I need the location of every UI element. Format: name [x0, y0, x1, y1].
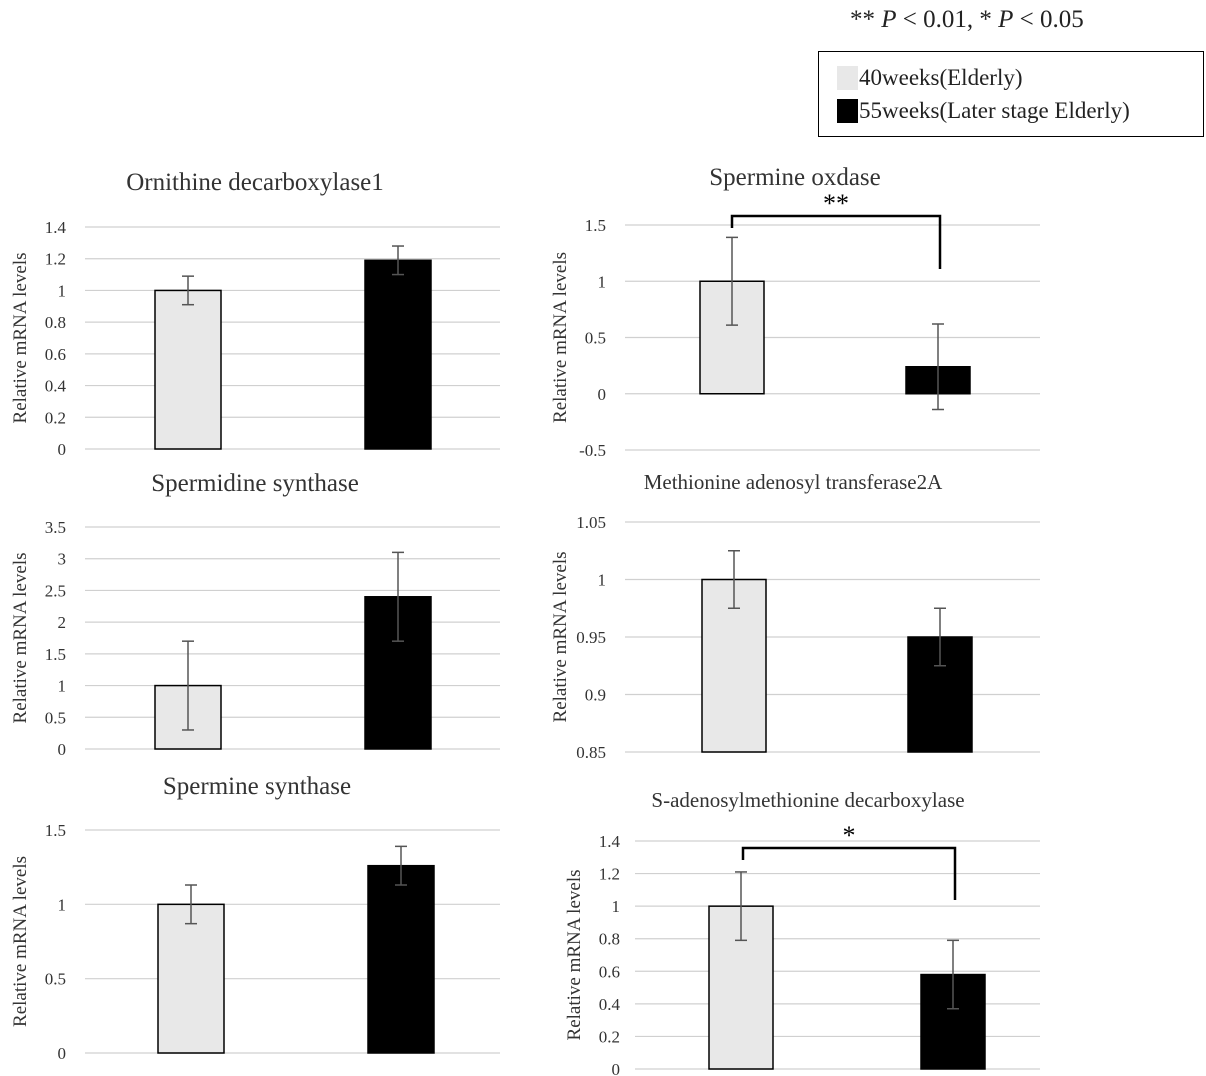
y-tick-label: 0.6 — [599, 962, 620, 981]
chart-title: Spermine synthase — [163, 773, 351, 800]
y-tick-label: 0.5 — [45, 970, 66, 989]
y-tick-label: 0.6 — [45, 345, 66, 364]
chart-title: Methionine adenosyl transferase2A — [644, 470, 943, 494]
legend-swatch-dark — [837, 99, 858, 123]
sig-threshold-05: < 0.05 — [1019, 6, 1084, 33]
y-tick-label: 0.9 — [585, 686, 606, 705]
y-axis-label: Relative mRNA levels — [10, 856, 31, 1027]
y-tick-label: 0 — [58, 1044, 67, 1063]
y-tick-label: 1.2 — [45, 250, 66, 269]
y-tick-label: 0.2 — [45, 408, 66, 427]
chart-spermine-synthase: Spermine synthase Relative mRNA levels 0 0.… — [0, 768, 540, 1068]
y-tick-label: 1 — [612, 897, 621, 916]
y-tick-label: 2 — [58, 613, 67, 632]
chart-s-adenosylmethionine-decarboxylase: S-adenosylmethionine decarboxylase Relati… — [540, 780, 1060, 1076]
y-tick-label: 1.5 — [45, 821, 66, 840]
legend-label-55weeks: 55weeks(Later stage Elderly) — [859, 98, 1130, 123]
legend-item-40weeks: 40weeks(Elderly) — [837, 65, 1023, 91]
sig-threshold-01: < 0.01, — [902, 6, 974, 33]
y-tick-label: 1 — [598, 272, 607, 291]
y-tick-label: 0.5 — [45, 708, 66, 727]
y-axis-label: Relative mRNA levels — [10, 253, 31, 424]
y-tick-label: 0 — [612, 1060, 621, 1076]
chart-title: Ornithine decarboxylase1 — [126, 169, 384, 196]
legend-item-55weeks: 55weeks(Later stage Elderly) — [837, 98, 1130, 124]
sig-stars-2: ** — [850, 6, 875, 33]
chart-methionine-adenosyl-transferase2a: Methionine adenosyl transferase2A Relativ… — [540, 465, 1060, 765]
y-tick-label: 1.05 — [576, 513, 606, 532]
y-tick-label: 0.95 — [576, 628, 606, 647]
legend-swatch-light — [837, 66, 858, 90]
y-tick-label: 0.8 — [599, 930, 620, 949]
y-tick-label: 1 — [598, 571, 607, 590]
chart-spermine-oxdase: Spermine oxdase Relative mRNA levels -0.5 0… — [540, 155, 1060, 465]
y-tick-label: 0.5 — [585, 329, 606, 348]
chart-title: Spermine oxdase — [709, 164, 880, 191]
y-tick-label: 0.4 — [599, 995, 621, 1014]
y-tick-label: 0 — [58, 440, 67, 459]
bar-55weeks — [367, 864, 435, 1054]
sig-stars-1: * — [979, 6, 992, 33]
chart-title: Spermidine synthase — [151, 470, 359, 497]
significance-stars: * — [843, 821, 856, 850]
sig-p-label-1: P — [881, 6, 897, 33]
significance-note: ** P < 0.01, * P < 0.05 — [850, 6, 1084, 34]
y-axis-label: Relative mRNA levels — [550, 252, 571, 423]
significance-bracket — [741, 846, 957, 900]
y-tick-label: 0 — [598, 385, 607, 404]
y-tick-label: 1.4 — [599, 832, 621, 851]
y-tick-label: 2.5 — [45, 581, 66, 600]
y-tick-label: 3 — [58, 550, 67, 569]
y-tick-label: 1.2 — [599, 865, 620, 884]
y-tick-label: 1.4 — [45, 218, 67, 237]
y-axis-label: Relative mRNA levels — [564, 870, 585, 1041]
significance-bracket — [730, 214, 942, 269]
y-tick-label: 0.4 — [45, 377, 67, 396]
significance-stars: ** — [823, 189, 849, 218]
y-tick-label: -0.5 — [579, 441, 606, 460]
y-tick-label: 0.8 — [45, 313, 66, 332]
y-tick-label: 1.5 — [585, 216, 606, 235]
legend: 40weeks(Elderly) 55weeks(Later stage Eld… — [818, 51, 1204, 137]
legend-label-40weeks: 40weeks(Elderly) — [859, 65, 1023, 90]
chart-title: S-adenosylmethionine decarboxylase — [651, 788, 964, 812]
bar-55weeks — [364, 259, 432, 450]
y-tick-label: 1 — [58, 281, 67, 300]
y-axis-label: Relative mRNA levels — [550, 552, 571, 723]
y-tick-label: 1 — [58, 895, 67, 914]
y-tick-label: 1.5 — [45, 645, 66, 664]
y-axis-label: Relative mRNA levels — [10, 553, 31, 724]
y-tick-label: 0.85 — [576, 743, 606, 762]
sig-p-label-2: P — [998, 6, 1014, 33]
bar-40weeks — [157, 903, 225, 1054]
y-tick-label: 1 — [58, 677, 67, 696]
chart-ornithine-decarboxylase1: Ornithine decarboxylase1 Relative mRNA le… — [0, 160, 540, 460]
chart-spermidine-synthase: Spermidine synthase Relative mRNA levels 0… — [0, 465, 540, 760]
bar-40weeks — [154, 289, 222, 450]
y-tick-label: 3.5 — [45, 518, 66, 537]
y-tick-label: 0.2 — [599, 1027, 620, 1046]
y-tick-label: 0 — [58, 740, 67, 759]
